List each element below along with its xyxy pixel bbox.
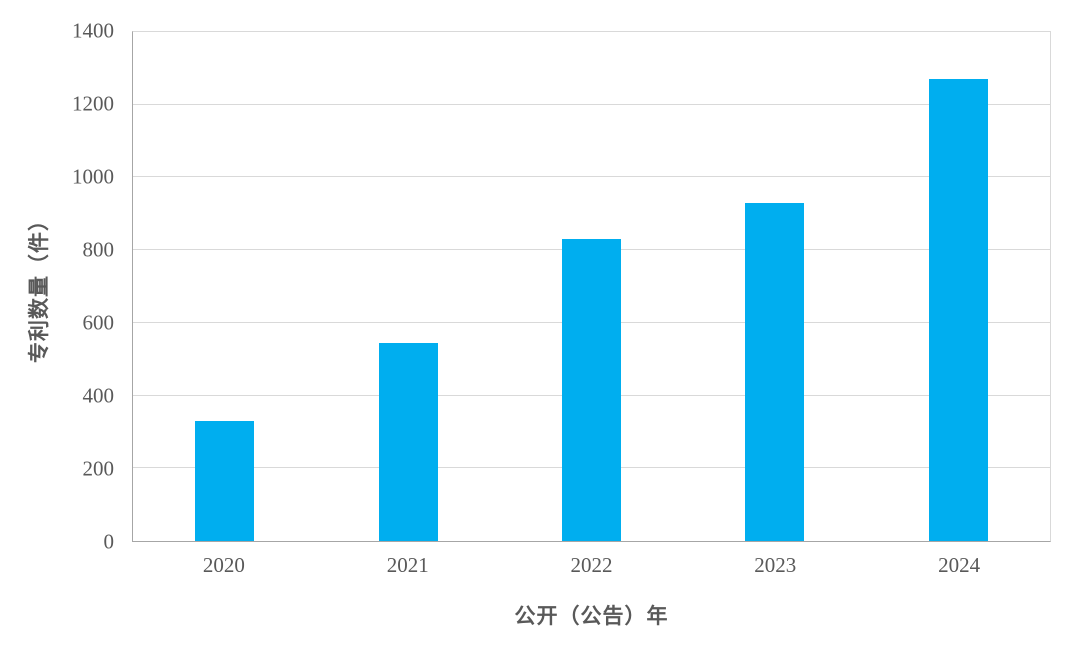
x-tick-label: 2024 xyxy=(938,553,981,577)
x-tick-label: 2022 xyxy=(570,553,613,577)
y-tick-label: 1000 xyxy=(72,164,114,189)
bar-2021 xyxy=(378,342,438,541)
y-axis-tick-labels: 0 200 400 600 800 1000 1200 1400 xyxy=(0,20,115,552)
y-tick-label: 400 xyxy=(82,383,115,408)
x-tick-label: 2021 xyxy=(386,553,429,577)
y-tick-label: 800 xyxy=(82,237,115,262)
y-tick-label: 600 xyxy=(82,310,115,335)
x-tick-label: 2023 xyxy=(754,553,797,577)
x-axis-title: 公开（公告）年 xyxy=(514,605,669,628)
y-tick-label: 200 xyxy=(82,456,115,481)
plot-area xyxy=(132,31,1051,542)
gridline xyxy=(133,103,1050,105)
bar-2023 xyxy=(745,202,805,541)
y-tick-label: 0 xyxy=(103,529,115,554)
y-tick-label: 1400 xyxy=(72,18,114,43)
gridline xyxy=(133,176,1050,178)
bar-2020 xyxy=(195,421,255,541)
bar-2022 xyxy=(562,239,621,541)
bar-2024 xyxy=(928,79,988,541)
x-tick-label: 2020 xyxy=(202,553,245,577)
x-axis-tick-labels: 2020 2021 2022 2023 2024 xyxy=(132,553,1051,579)
y-tick-label: 1200 xyxy=(72,91,114,116)
